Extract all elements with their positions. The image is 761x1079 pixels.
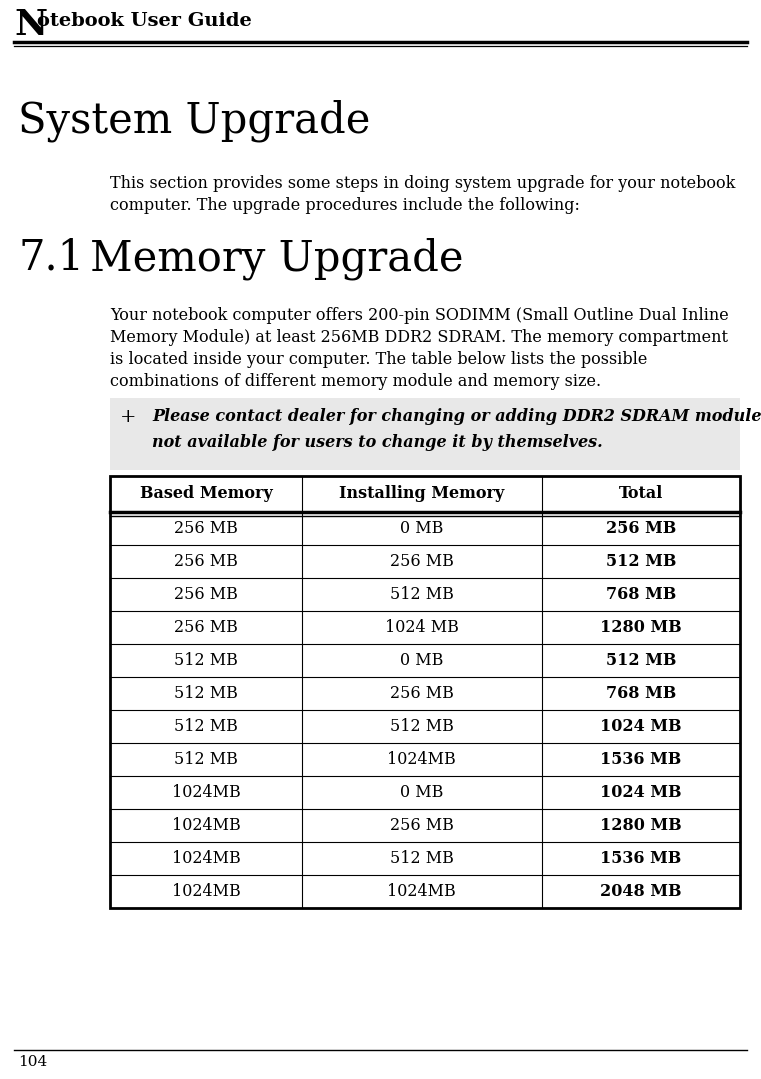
- Text: 0 MB: 0 MB: [400, 652, 444, 669]
- Text: 512 MB: 512 MB: [174, 652, 238, 669]
- Text: is located inside your computer. The table below lists the possible: is located inside your computer. The tab…: [110, 351, 648, 368]
- Text: 104: 104: [18, 1055, 47, 1069]
- Text: Your notebook computer offers 200-pin SODIMM (Small Outline Dual Inline: Your notebook computer offers 200-pin SO…: [110, 308, 729, 324]
- Text: Please contact dealer for changing or adding DDR2 SDRAM module. It is: Please contact dealer for changing or ad…: [152, 408, 761, 425]
- Text: 1024MB: 1024MB: [172, 883, 240, 900]
- Text: 1280 MB: 1280 MB: [600, 619, 682, 636]
- Text: Memory Module) at least 256MB DDR2 SDRAM. The memory compartment: Memory Module) at least 256MB DDR2 SDRAM…: [110, 329, 728, 346]
- Text: 0 MB: 0 MB: [400, 784, 444, 801]
- Text: Based Memory: Based Memory: [140, 486, 272, 503]
- Text: 256 MB: 256 MB: [390, 554, 454, 570]
- Text: 512 MB: 512 MB: [390, 586, 454, 603]
- Text: Memory Upgrade: Memory Upgrade: [90, 237, 463, 279]
- Text: 256 MB: 256 MB: [174, 554, 238, 570]
- Text: N: N: [14, 8, 47, 42]
- Text: otebook User Guide: otebook User Guide: [37, 12, 252, 30]
- Text: 1536 MB: 1536 MB: [600, 850, 681, 868]
- Text: This section provides some steps in doing system upgrade for your notebook: This section provides some steps in doin…: [110, 175, 735, 192]
- Text: System Upgrade: System Upgrade: [18, 100, 371, 142]
- Bar: [110, 476, 740, 909]
- Text: 512 MB: 512 MB: [390, 718, 454, 735]
- Text: computer. The upgrade procedures include the following:: computer. The upgrade procedures include…: [110, 197, 580, 214]
- Text: +: +: [120, 408, 136, 426]
- Text: 256 MB: 256 MB: [390, 685, 454, 702]
- Text: 256 MB: 256 MB: [606, 520, 676, 537]
- Text: 2048 MB: 2048 MB: [600, 883, 682, 900]
- Text: 7.1: 7.1: [18, 237, 84, 279]
- Text: not available for users to change it by themselves.: not available for users to change it by …: [152, 434, 603, 451]
- Text: 512 MB: 512 MB: [174, 751, 238, 768]
- Text: 768 MB: 768 MB: [606, 685, 676, 702]
- Text: 1024 MB: 1024 MB: [600, 718, 682, 735]
- Bar: [110, 398, 740, 470]
- Text: 512 MB: 512 MB: [606, 652, 676, 669]
- Text: Total: Total: [619, 486, 663, 503]
- Text: 1024MB: 1024MB: [387, 883, 457, 900]
- Text: 1536 MB: 1536 MB: [600, 751, 681, 768]
- Text: 512 MB: 512 MB: [606, 554, 676, 570]
- Text: 1024MB: 1024MB: [172, 784, 240, 801]
- Text: 1024MB: 1024MB: [172, 817, 240, 834]
- Text: 1280 MB: 1280 MB: [600, 817, 682, 834]
- Text: 1024MB: 1024MB: [387, 751, 457, 768]
- Text: 256 MB: 256 MB: [174, 586, 238, 603]
- Text: 768 MB: 768 MB: [606, 586, 676, 603]
- Text: 512 MB: 512 MB: [390, 850, 454, 868]
- Text: 512 MB: 512 MB: [174, 718, 238, 735]
- Text: 0 MB: 0 MB: [400, 520, 444, 537]
- Text: 256 MB: 256 MB: [174, 619, 238, 636]
- Text: Installing Memory: Installing Memory: [339, 486, 505, 503]
- Text: 1024MB: 1024MB: [172, 850, 240, 868]
- Text: 1024 MB: 1024 MB: [385, 619, 459, 636]
- Text: 1024 MB: 1024 MB: [600, 784, 682, 801]
- Text: combinations of different memory module and memory size.: combinations of different memory module …: [110, 373, 601, 390]
- Text: 256 MB: 256 MB: [174, 520, 238, 537]
- Text: 512 MB: 512 MB: [174, 685, 238, 702]
- Text: 256 MB: 256 MB: [390, 817, 454, 834]
